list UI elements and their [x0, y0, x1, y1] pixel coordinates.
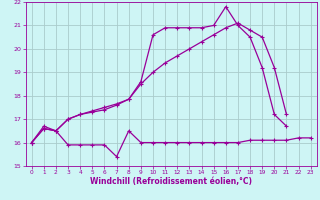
X-axis label: Windchill (Refroidissement éolien,°C): Windchill (Refroidissement éolien,°C) — [90, 177, 252, 186]
